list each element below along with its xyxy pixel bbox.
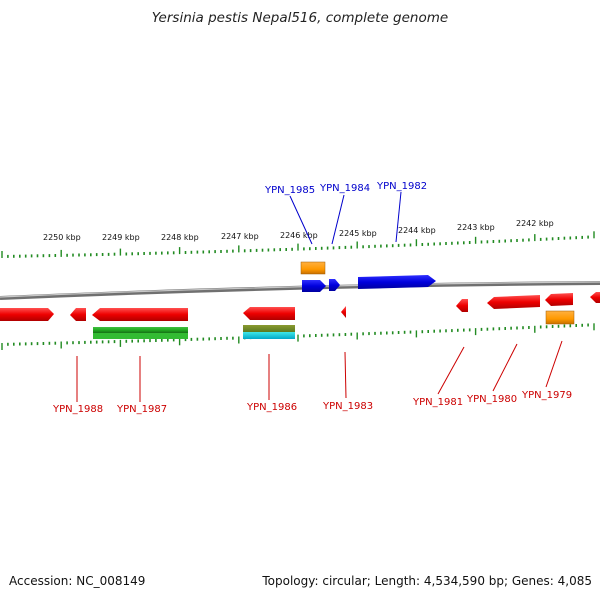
gene-arrow-ypn-1985[interactable] bbox=[302, 280, 326, 292]
reverse-leaders bbox=[76, 340, 563, 402]
gene-label-ypn-1980[interactable]: YPN_1980 bbox=[466, 394, 517, 405]
gene-arrow-ypn-1988[interactable] bbox=[70, 308, 86, 321]
trna-feature-1987-b[interactable] bbox=[93, 333, 188, 339]
scale-label-2250: 2250 kbp bbox=[43, 233, 81, 242]
gene-arrow-ypn-1982[interactable] bbox=[358, 275, 436, 289]
gene-label-ypn-1988[interactable]: YPN_1988 bbox=[52, 404, 103, 415]
forward-labels: YPN_1985 YPN_1984 YPN_1982 bbox=[264, 181, 427, 196]
misc-feature-1986-a[interactable] bbox=[243, 325, 295, 332]
trna-feature-1987-a[interactable] bbox=[93, 327, 188, 333]
scale-label-2249: 2249 kbp bbox=[102, 233, 140, 242]
scale-label-2244: 2244 kbp bbox=[398, 226, 436, 235]
misc-feature-1986-b[interactable] bbox=[243, 332, 295, 339]
gene-arrow-ypn-1980[interactable] bbox=[487, 295, 540, 309]
gene-label-ypn-1985[interactable]: YPN_1985 bbox=[264, 185, 315, 196]
scale-label-2247: 2247 kbp bbox=[221, 232, 259, 241]
gene-arrow-partial-right[interactable] bbox=[590, 292, 600, 303]
reverse-strand-features bbox=[0, 292, 600, 339]
lower-tick-track bbox=[1, 323, 595, 350]
accession-text: Accession: NC_008149 bbox=[9, 574, 146, 588]
gene-label-ypn-1982[interactable]: YPN_1982 bbox=[376, 181, 427, 192]
gene-label-ypn-1986[interactable]: YPN_1986 bbox=[246, 402, 297, 413]
gene-arrow-ypn-1979[interactable] bbox=[545, 293, 573, 306]
gene-label-ypn-1981[interactable]: YPN_1981 bbox=[412, 397, 463, 408]
gene-label-ypn-1984[interactable]: YPN_1984 bbox=[319, 183, 370, 194]
scale-label-2245: 2245 kbp bbox=[339, 229, 377, 238]
scale-label-2243: 2243 kbp bbox=[457, 223, 495, 232]
rrna-feature[interactable] bbox=[300, 261, 326, 275]
gene-label-ypn-1979[interactable]: YPN_1979 bbox=[521, 390, 572, 401]
scale-label-2246: 2246 kbp bbox=[280, 231, 318, 240]
gene-arrow-ypn-1987[interactable] bbox=[92, 308, 188, 321]
gene-arrow-ypn-1983[interactable] bbox=[341, 306, 346, 318]
gene-label-ypn-1983[interactable]: YPN_1983 bbox=[322, 401, 373, 412]
gene-arrow-partial-left[interactable] bbox=[0, 308, 54, 321]
reverse-labels: YPN_1988 YPN_1987 YPN_1986 YPN_1983 YPN_… bbox=[52, 390, 572, 415]
gene-arrow-ypn-1981[interactable] bbox=[456, 299, 468, 312]
genome-summary-text: Topology: circular; Length: 4,534,590 bp… bbox=[262, 574, 592, 588]
scale-labels: 2250 kbp 2249 kbp 2248 kbp 2247 kbp 2246… bbox=[43, 219, 554, 242]
map-title: Yersinia pestis Nepal516, complete genom… bbox=[151, 10, 449, 26]
scale-label-2248: 2248 kbp bbox=[161, 233, 199, 242]
rrna-feature-1979[interactable] bbox=[545, 310, 575, 325]
scale-label-2242: 2242 kbp bbox=[516, 219, 554, 228]
upper-tick-track bbox=[1, 231, 595, 258]
gene-label-ypn-1987[interactable]: YPN_1987 bbox=[116, 404, 167, 415]
gene-arrow-ypn-1986[interactable] bbox=[243, 307, 295, 320]
genome-backbone bbox=[0, 281, 600, 300]
gene-arrow-ypn-1984[interactable] bbox=[329, 279, 340, 291]
forward-strand-features bbox=[300, 261, 436, 292]
forward-leaders bbox=[289, 191, 402, 245]
